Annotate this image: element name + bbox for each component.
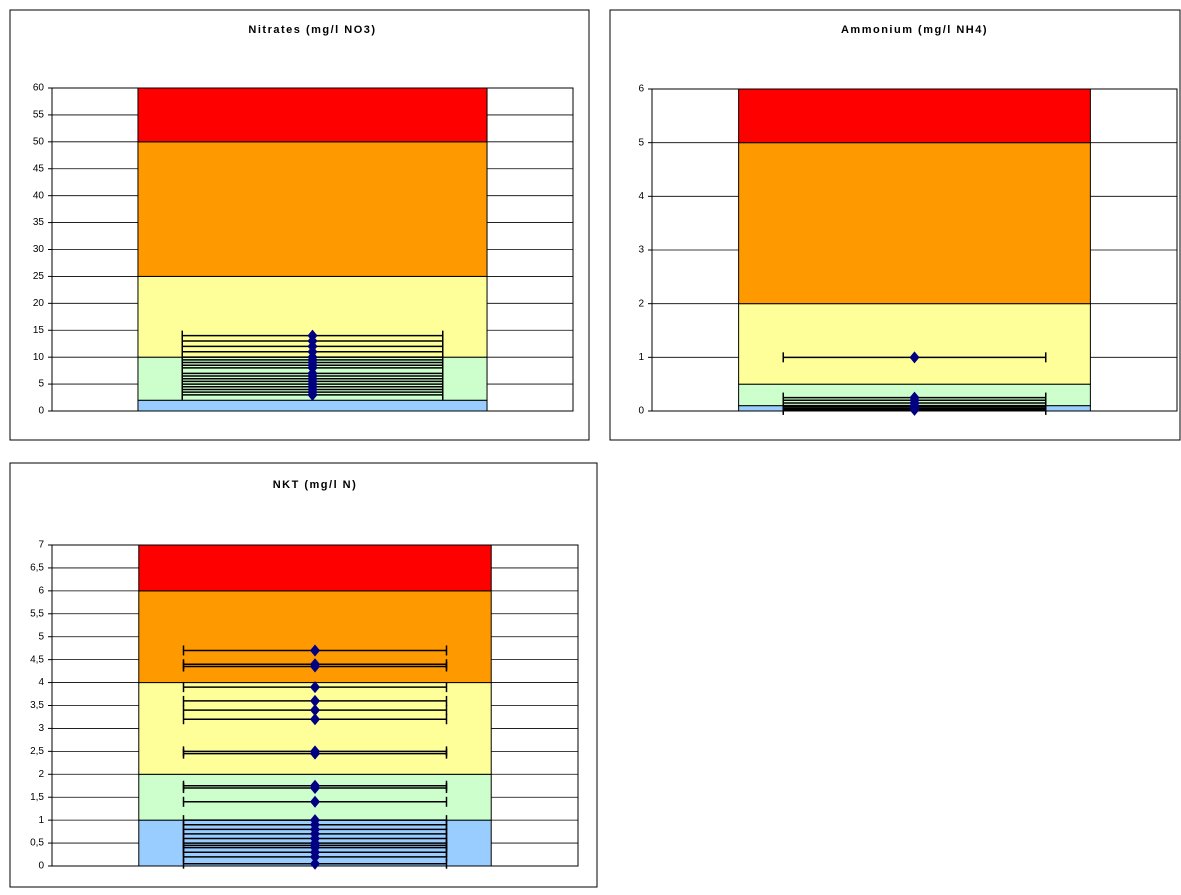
y-tick-label: 4,5 [30,654,44,665]
point [310,644,320,657]
y-tick-label: 1 [638,352,644,363]
point [310,857,320,870]
point [909,351,920,364]
y-tick-label: 55 [33,110,45,121]
point [310,747,320,760]
chart: Nitrates (mg/l NO3) 0 5 10 15 20 25 30 35 40 45 50 5… [9,9,590,441]
y-tick-label: 15 [33,325,45,336]
y-tick-label: 4 [638,191,644,202]
point [310,713,320,726]
band [137,399,488,412]
plot-border [51,87,574,412]
point [310,795,320,808]
y-tick-label: 0 [38,406,44,417]
point [310,782,320,795]
point [307,388,318,401]
band [137,141,488,277]
chart-title: NKT (mg/l N) [273,479,358,491]
point [310,660,320,673]
y-tick-label: 7 [38,540,44,551]
chart-title: Nitrates (mg/l NO3) [248,24,376,36]
y-tick-label: 5,5 [30,608,44,619]
point [310,704,320,717]
y-tick-label: 0 [638,406,644,417]
point [310,850,320,863]
y-tick-label: 3,5 [30,700,44,711]
y-tick-label: 2,5 [30,746,44,757]
chart: NKT (mg/l N) 0 0,5 1 1,5 2 2,5 3 3,5 4 4,5 5 5,5 6 6,5… [9,462,598,888]
y-tick-label: 4 [38,677,44,688]
y-tick-label: 6 [38,585,44,596]
y-tick-label: 6,5 [30,563,44,574]
y-tick-label: 10 [33,352,45,363]
y-tick-label: 45 [33,163,45,174]
chart-title: Ammonium (mg/l NH4) [841,24,988,36]
band [738,142,1091,305]
band [738,303,1091,385]
y-tick-label: 3 [38,723,44,734]
y-tick-label: 50 [33,136,45,147]
band [738,88,1091,144]
point [310,694,320,707]
y-tick-label: 1,5 [30,792,44,803]
y-tick-label: 20 [33,298,45,309]
y-tick-label: 0,5 [30,838,44,849]
point [310,681,320,694]
y-tick-label: 60 [33,83,45,94]
y-tick-label: 25 [33,271,45,282]
y-tick-label: 0 [38,861,44,872]
chart: Ammonium (mg/l NH4) 0 1 2 3 4 5 6 [609,9,1181,441]
band [138,544,492,592]
band [137,87,488,143]
y-tick-label: 5 [38,631,44,642]
y-tick-label: 35 [33,217,45,228]
y-tick-label: 5 [38,379,44,390]
point [909,403,920,416]
y-tick-label: 6 [638,84,644,95]
y-tick-label: 2 [38,769,44,780]
y-tick-label: 3 [638,245,644,256]
y-tick-label: 40 [33,190,45,201]
y-tick-label: 30 [33,244,45,255]
y-tick-label: 5 [638,137,644,148]
y-tick-label: 1 [38,815,44,826]
y-tick-label: 2 [638,298,644,309]
